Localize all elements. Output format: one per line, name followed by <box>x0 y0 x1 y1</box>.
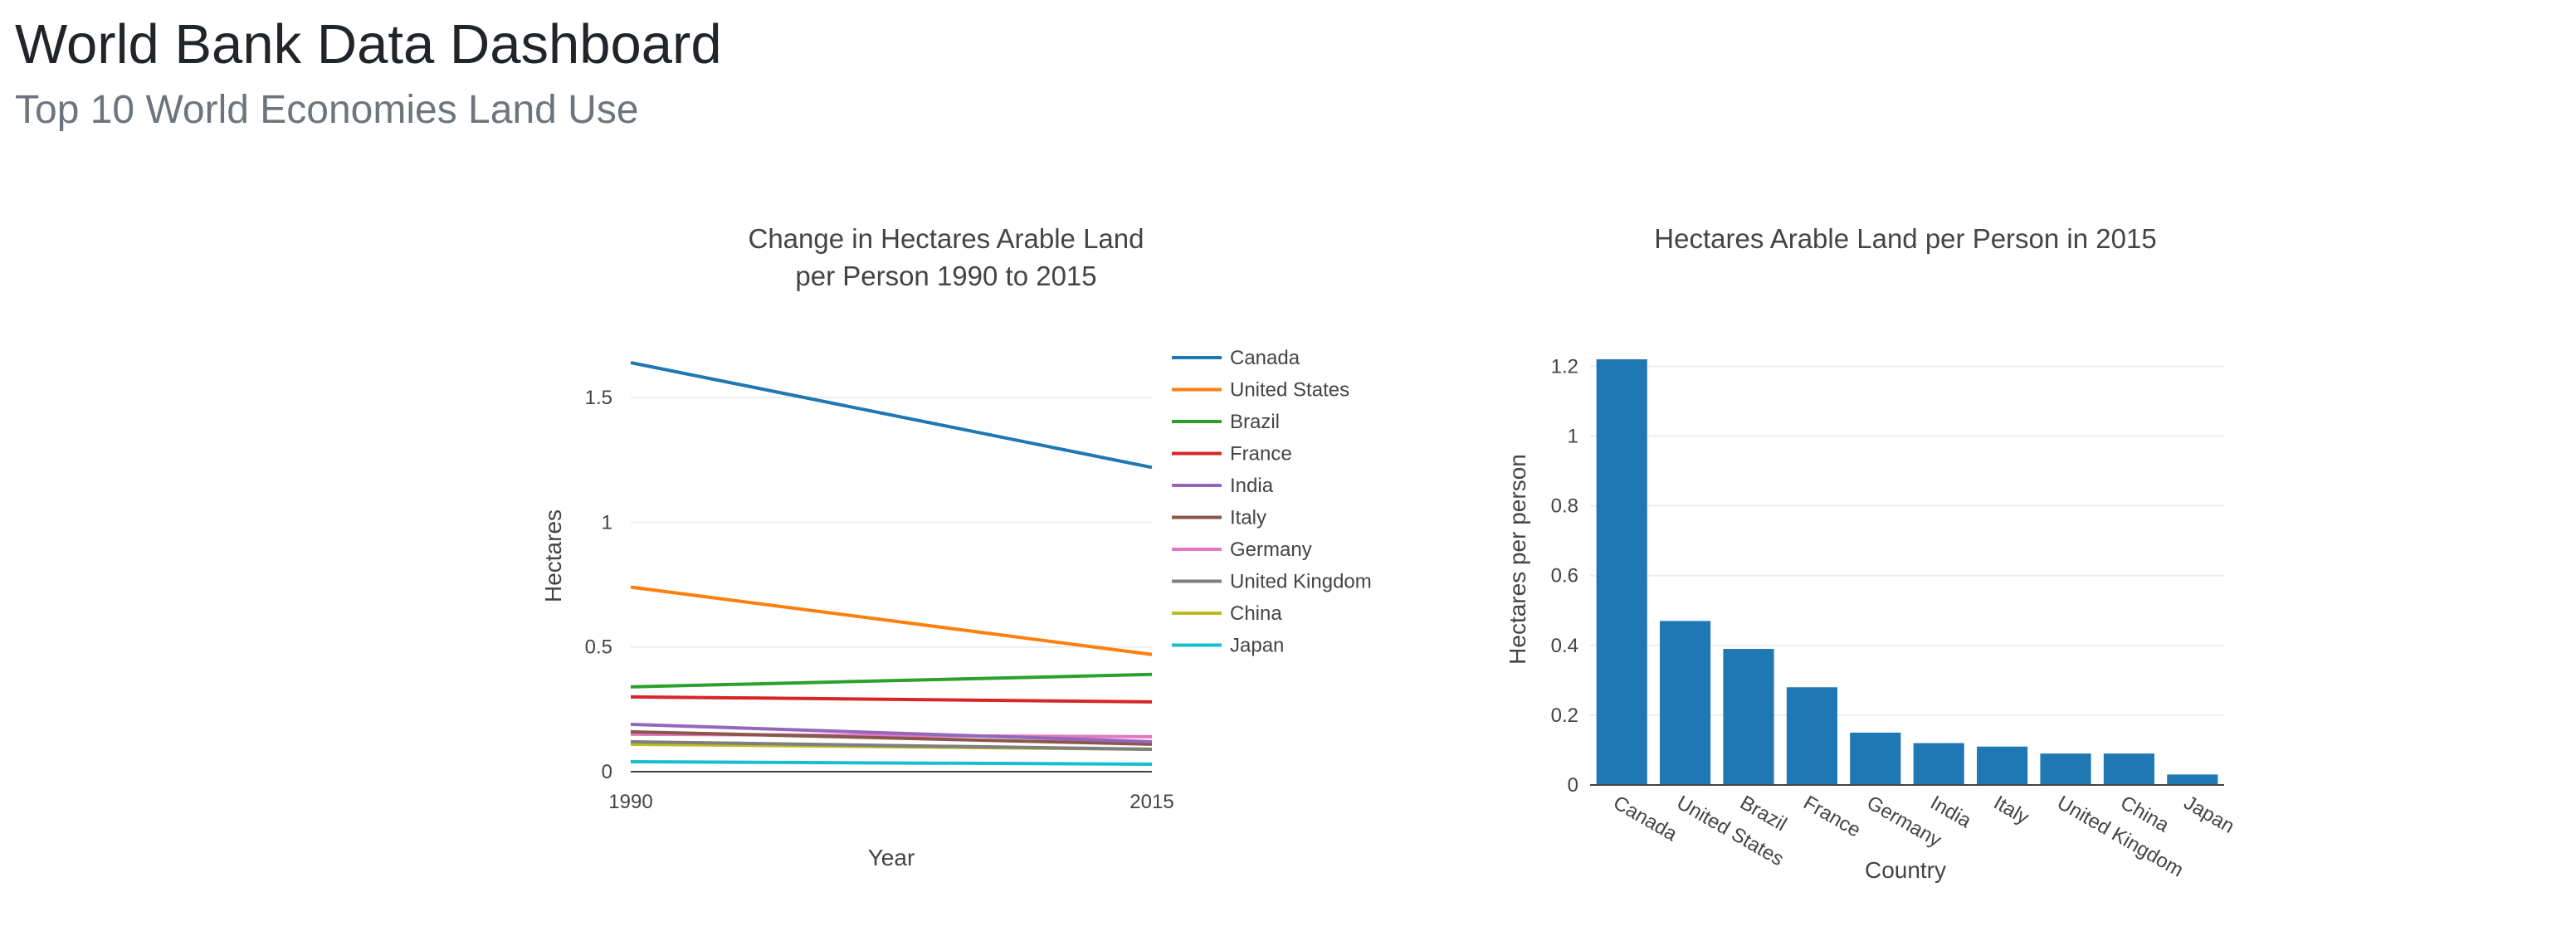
series-line-brazil[interactable] <box>630 672 1153 689</box>
bar-chart-x-tick-label: France <box>1799 792 1864 842</box>
bar-chart-y-tick-label: 0.4 <box>1551 635 1578 657</box>
bar-chart-title: Hectares Arable Land per Person in 2015 <box>1654 223 2156 254</box>
legend-label: Brazil <box>1230 411 1280 433</box>
bar-chart-y-tick-label: 0 <box>1568 774 1578 797</box>
bar-chart-x-tick-label: United States <box>1673 792 1788 870</box>
legend-label: Japan <box>1230 635 1284 657</box>
legend-label: India <box>1230 475 1274 497</box>
bar-chart-x-axis-title: Country <box>1865 857 1946 883</box>
bar-united-states[interactable] <box>1660 621 1711 785</box>
legend-label: Italy <box>1230 507 1266 529</box>
bar-chart-y-tick-label: 0.6 <box>1551 565 1578 587</box>
bar-chart-x-tick-label: Japan <box>2180 792 2238 838</box>
line-chart-x-tick-label: 1990 <box>608 791 652 813</box>
page-subtitle: Top 10 World Economies Land Use <box>15 88 639 132</box>
legend-item-china[interactable]: China <box>1172 602 1282 625</box>
legend-item-france[interactable]: France <box>1172 443 1292 465</box>
line-chart[interactable]: Change in Hectares Arable Land per Person… <box>515 207 1411 888</box>
legend-item-united-kingdom[interactable]: United Kingdom <box>1172 571 1372 593</box>
bar-canada[interactable] <box>1596 359 1647 785</box>
legend-item-japan[interactable]: Japan <box>1172 635 1284 657</box>
bar-china[interactable] <box>2103 753 2154 785</box>
bar-chart-y-axis-title: Hectares per person <box>1505 454 1530 665</box>
bar-chart-y-tick-label: 1 <box>1568 426 1578 448</box>
line-chart-y-tick-label: 0 <box>602 761 612 783</box>
bar-germany[interactable] <box>1850 732 1901 785</box>
legend-item-india[interactable]: India <box>1172 475 1274 497</box>
bar-chart[interactable]: Hectares Arable Land per Person in 2015 0… <box>1477 207 2274 888</box>
series-line-canada[interactable] <box>630 361 1153 470</box>
legend-item-italy[interactable]: Italy <box>1172 507 1266 529</box>
legend-item-germany[interactable]: Germany <box>1172 539 1312 561</box>
bar-chart-x-tick-label: Italy <box>1990 792 2033 829</box>
series-line-france[interactable] <box>630 695 1153 704</box>
bar-brazil[interactable] <box>1723 649 1774 785</box>
series-line-united-kingdom[interactable] <box>630 739 1153 751</box>
series-line-india[interactable] <box>630 722 1153 743</box>
line-chart-x-axis-title: Year <box>868 845 915 870</box>
bar-india[interactable] <box>1913 743 1964 785</box>
line-chart-y-tick-label: 0.5 <box>585 636 612 659</box>
legend-label: Canada <box>1230 347 1300 369</box>
line-chart-y-tick-label: 1.5 <box>585 387 612 409</box>
bar-japan[interactable] <box>2167 774 2218 785</box>
legend-label: China <box>1230 602 1282 625</box>
bar-chart-y-tick-label: 1.2 <box>1551 355 1578 378</box>
bar-france[interactable] <box>1786 687 1837 785</box>
line-chart-title-line-2: per Person 1990 to 2015 <box>795 261 1096 291</box>
legend-label: United Kingdom <box>1230 571 1372 593</box>
line-chart-y-tick-label: 1 <box>602 511 612 534</box>
line-chart-title-line-1: Change in Hectares Arable Land <box>749 223 1144 254</box>
legend-label: Germany <box>1230 539 1312 561</box>
bar-chart-y-tick-label: 0.8 <box>1551 495 1578 518</box>
bar-chart-y-tick-label: 0.2 <box>1551 704 1578 727</box>
bar-chart-x-tick-label: Canada <box>1609 792 1681 846</box>
legend-item-united-states[interactable]: United States <box>1172 379 1349 402</box>
bar-italy[interactable] <box>1977 746 2028 785</box>
series-line-italy[interactable] <box>630 729 1153 746</box>
series-line-united-states[interactable] <box>630 585 1153 656</box>
series-line-japan[interactable] <box>630 759 1153 766</box>
legend-item-brazil[interactable]: Brazil <box>1172 411 1280 433</box>
legend-label: France <box>1230 443 1292 465</box>
legend-label: United States <box>1230 379 1349 402</box>
bar-united-kingdom[interactable] <box>2040 753 2091 785</box>
line-chart-x-tick-label: 2015 <box>1129 791 1173 813</box>
page-title: World Bank Data Dashboard <box>15 13 722 76</box>
line-chart-y-axis-title: Hectares <box>540 509 566 602</box>
legend-item-canada[interactable]: Canada <box>1172 347 1300 369</box>
